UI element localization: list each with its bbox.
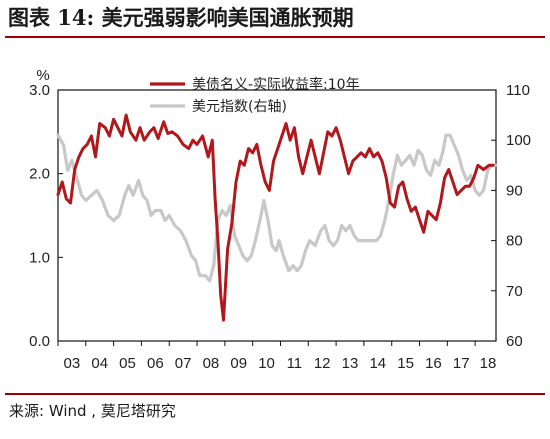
x-tick-label: 15 — [397, 355, 414, 372]
left-tick-label: 3.0 — [29, 82, 50, 99]
right-tick-label: 80 — [506, 233, 523, 250]
x-tick-label: 08 — [203, 355, 220, 372]
x-tick-label: 06 — [147, 355, 164, 372]
dual-axis-line-chart: 0.0 1.0 2.0 3.0% 60 70 80 90 100 110 03 04 05 06 07 08 0… — [29, 67, 531, 372]
legend-label: 美债名义-实际收益率:10年 — [192, 76, 360, 93]
x-tick-label: 14 — [369, 355, 386, 372]
chart-axes: 0.0 1.0 2.0 3.0% 60 70 80 90 100 110 03 04 05 06 07 08 0… — [29, 67, 531, 372]
x-tick-label: 17 — [453, 355, 470, 372]
x-tick-label: 05 — [119, 355, 136, 372]
x-tick-label: 10 — [258, 355, 275, 372]
left-tick-label: 2.0 — [29, 166, 50, 183]
left-unit-label: % — [36, 67, 49, 84]
x-tick-label: 07 — [175, 355, 192, 372]
chart-series — [56, 113, 498, 322]
left-tick-label: 1.0 — [29, 249, 50, 266]
x-tick-label: 13 — [342, 355, 359, 372]
left-tick-label: 0.0 — [29, 333, 50, 350]
series-line-red — [56, 113, 495, 322]
x-tick-label: 04 — [91, 355, 108, 372]
source-note: 来源: Wind , 莫尼塔研究 — [9, 402, 176, 420]
series-line-gray — [56, 133, 498, 283]
source-rule — [5, 393, 545, 395]
x-tick-label: 16 — [425, 355, 442, 372]
x-tick-label: 03 — [64, 355, 81, 372]
plot-frame — [57, 89, 497, 342]
right-tick-label: 100 — [506, 132, 531, 149]
x-tick-label: 18 — [480, 355, 497, 372]
right-tick-label: 110 — [506, 82, 530, 99]
right-tick-label: 70 — [506, 283, 523, 300]
right-tick-label: 90 — [506, 182, 523, 199]
title-rule — [5, 36, 545, 38]
right-tick-label: 60 — [506, 333, 523, 350]
x-tick-label: 09 — [230, 355, 247, 372]
x-tick-label: 12 — [314, 355, 331, 372]
figure-title: 图表 14: 美元强弱影响美国通胀预期 — [8, 5, 354, 30]
legend-label: 美元指数(右轴) — [192, 99, 287, 115]
x-tick-label: 11 — [287, 355, 303, 372]
